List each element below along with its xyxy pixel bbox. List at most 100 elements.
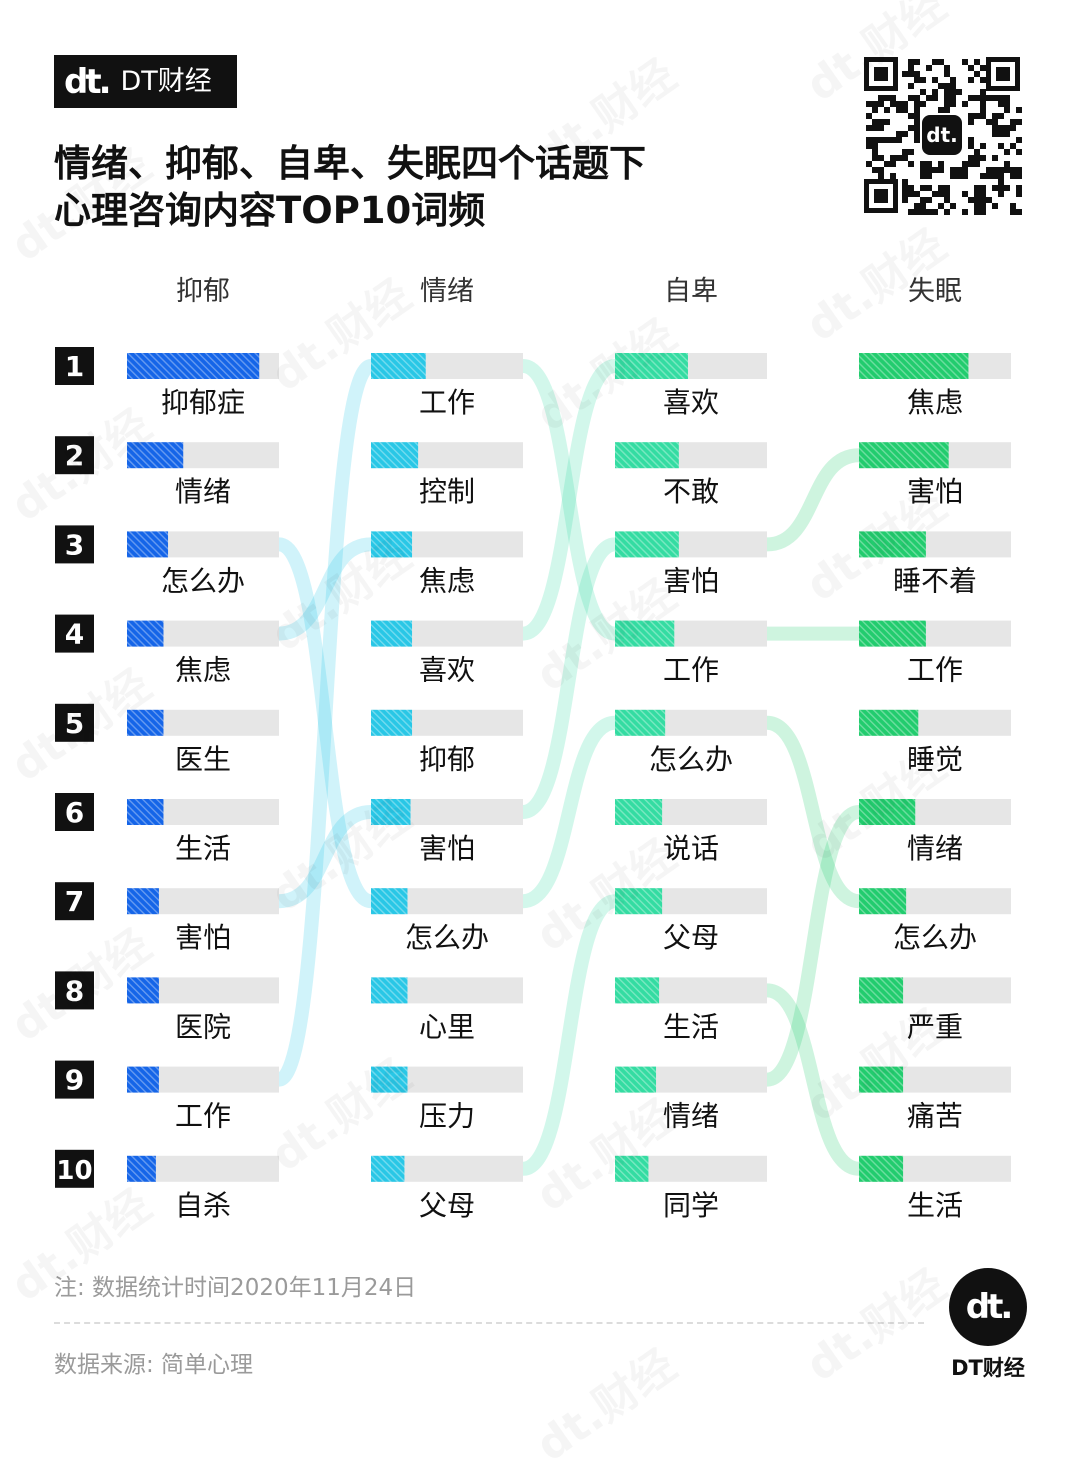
word-label: 医生 xyxy=(175,743,231,776)
rank-badge-8 xyxy=(55,971,94,1010)
word-label: 生活 xyxy=(663,1010,719,1043)
footer-brand-name: DT财经 xyxy=(951,1356,1025,1380)
bar-自卑-不敢 xyxy=(615,442,679,469)
bar-抑郁-生活 xyxy=(127,799,164,825)
word-label: 严重 xyxy=(907,1010,963,1043)
bar-抑郁-抑郁症 xyxy=(127,353,260,379)
footer-logo-mark: dt. xyxy=(965,1287,1013,1327)
word-label: 父母 xyxy=(663,921,719,954)
word-label: 怎么办 xyxy=(649,743,733,776)
footnote: 注: 数据统计时间2020年11月24日 xyxy=(54,1275,417,1301)
rank-badge-4 xyxy=(55,614,94,653)
connector-喜欢 xyxy=(521,359,617,641)
bar-自卑-工作 xyxy=(615,620,675,647)
column-header-自卑: 自卑 xyxy=(664,276,718,307)
bar-情绪-喜欢 xyxy=(371,620,413,647)
rank-badge-7 xyxy=(55,882,94,921)
rank-badge-1 xyxy=(55,347,94,385)
word-label: 害怕 xyxy=(175,921,231,954)
connector-害怕 xyxy=(766,448,860,552)
title-line-1: 情绪、抑郁、自卑、失眠四个话题下 xyxy=(54,142,646,185)
connector-怎么办 xyxy=(276,537,374,909)
word-label: 怎么办 xyxy=(405,921,489,954)
bar-情绪-焦虑 xyxy=(371,531,413,558)
connector-lines xyxy=(275,359,861,1176)
chart-title: 情绪、抑郁、自卑、失眠四个话题下 心理咨询内容TOP10词频 xyxy=(54,140,646,234)
word-label: 父母 xyxy=(419,1189,475,1222)
connector-怎么办 xyxy=(765,715,861,909)
bar-抑郁-焦虑 xyxy=(127,620,164,647)
bar-抑郁-工作 xyxy=(127,1066,159,1093)
bar-抑郁-害怕 xyxy=(127,888,159,915)
word-label: 怎么办 xyxy=(893,921,977,954)
connector-工作 xyxy=(521,359,617,641)
svg-text:dt.: dt. xyxy=(926,123,957,147)
rank-label-2: 2 xyxy=(65,439,84,472)
bar-情绪-工作 xyxy=(371,353,426,379)
bar-情绪-父母 xyxy=(371,1155,405,1182)
title-line-2: 心理咨询内容TOP10词频 xyxy=(54,189,486,232)
brand-name: DT财经 xyxy=(120,66,212,97)
connector-害怕 xyxy=(278,805,372,909)
rank-label-6: 6 xyxy=(65,796,84,829)
chart-canvas: 抑郁 情绪 自卑 失眠12345678910抑郁症情绪怎么办焦虑医生生活害怕医院工作自… xyxy=(55,276,1011,1222)
bar-自卑-怎么办 xyxy=(615,709,666,736)
word-label: 工作 xyxy=(663,654,719,687)
bar-情绪-害怕 xyxy=(371,799,411,825)
word-label: 说话 xyxy=(663,832,719,865)
word-label: 同学 xyxy=(663,1189,719,1222)
rank-label-4: 4 xyxy=(65,618,84,651)
rank-label-7: 7 xyxy=(65,885,84,918)
bar-失眠-怎么办 xyxy=(859,888,907,915)
footer-logo: dt. xyxy=(949,1268,1027,1346)
rank-label-9: 9 xyxy=(65,1064,84,1097)
bar-自卑-父母 xyxy=(615,888,663,915)
column-header-情绪: 情绪 xyxy=(420,276,474,307)
bar-抑郁-医院 xyxy=(127,977,159,1004)
connector-怎么办 xyxy=(521,715,617,909)
bar-失眠-情绪 xyxy=(859,799,916,825)
bar-情绪-压力 xyxy=(371,1066,408,1093)
word-label: 焦虑 xyxy=(907,386,963,419)
rank-badge-5 xyxy=(55,703,94,742)
bar-失眠-睡觉 xyxy=(859,709,919,736)
dt-logo-mark: dt. xyxy=(64,61,111,102)
word-label: 自杀 xyxy=(175,1189,231,1222)
bar-抑郁-自杀 xyxy=(127,1155,156,1182)
column-header-失眠: 失眠 xyxy=(908,276,962,307)
bar-自卑-喜欢 xyxy=(615,353,688,379)
connector-工作 xyxy=(275,359,375,1087)
word-label: 喜欢 xyxy=(419,654,475,687)
word-label: 焦虑 xyxy=(419,564,475,597)
bar-自卑-情绪 xyxy=(615,1066,657,1093)
bar-失眠-生活 xyxy=(859,1155,904,1182)
bar-自卑-说话 xyxy=(615,799,663,825)
bar-失眠-睡不着 xyxy=(859,531,926,558)
bar-抑郁-情绪 xyxy=(127,442,184,469)
bar-抑郁-怎么办 xyxy=(127,531,169,558)
word-label: 喜欢 xyxy=(663,386,719,419)
rank-label-3: 3 xyxy=(65,528,84,561)
word-label: 怎么办 xyxy=(161,564,245,597)
rank-badge-10 xyxy=(55,1149,94,1188)
word-label: 睡觉 xyxy=(907,743,963,776)
rank-badge-2 xyxy=(55,436,94,475)
data-source: 数据来源: 简单心理 xyxy=(54,1352,254,1378)
rank-label-8: 8 xyxy=(65,974,84,1007)
bar-失眠-痛苦 xyxy=(859,1066,904,1093)
connector-生活 xyxy=(765,983,861,1176)
word-label: 工作 xyxy=(419,386,475,419)
word-label: 不敢 xyxy=(663,475,719,508)
word-label: 抑郁症 xyxy=(161,386,245,419)
bar-失眠-工作 xyxy=(859,620,926,647)
bar-失眠-焦虑 xyxy=(859,353,969,379)
word-label: 情绪 xyxy=(175,475,231,508)
word-label: 生活 xyxy=(907,1189,963,1222)
divider xyxy=(54,1322,924,1324)
connector-害怕 xyxy=(521,537,617,819)
word-label: 情绪 xyxy=(907,832,963,865)
bar-失眠-严重 xyxy=(859,977,904,1004)
word-label: 工作 xyxy=(175,1100,231,1133)
column-header-抑郁: 抑郁 xyxy=(176,276,230,307)
word-label: 痛苦 xyxy=(907,1100,963,1133)
